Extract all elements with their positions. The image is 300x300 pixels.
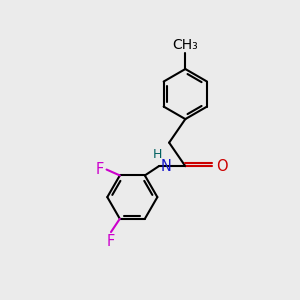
Text: F: F bbox=[96, 162, 104, 177]
Text: H: H bbox=[153, 148, 162, 161]
Text: O: O bbox=[216, 159, 227, 174]
Text: CH₃: CH₃ bbox=[172, 38, 198, 52]
Text: N: N bbox=[160, 159, 171, 174]
Text: F: F bbox=[107, 234, 115, 249]
